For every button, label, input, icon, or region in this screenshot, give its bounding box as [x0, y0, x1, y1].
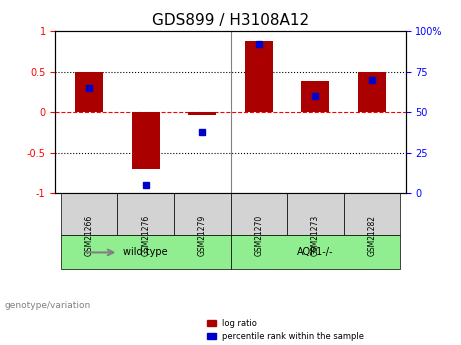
- Text: GSM21273: GSM21273: [311, 215, 320, 256]
- Bar: [301, 81, 330, 112]
- Bar: [245, 41, 273, 112]
- FancyBboxPatch shape: [61, 193, 118, 235]
- Text: GSM21276: GSM21276: [141, 215, 150, 256]
- FancyBboxPatch shape: [230, 193, 287, 235]
- Text: GSM21279: GSM21279: [198, 215, 207, 256]
- Bar: [188, 112, 216, 115]
- Title: GDS899 / H3108A12: GDS899 / H3108A12: [152, 13, 309, 29]
- Text: wild type: wild type: [124, 247, 168, 257]
- FancyBboxPatch shape: [343, 193, 400, 235]
- Text: AQP1-/-: AQP1-/-: [297, 247, 333, 257]
- FancyBboxPatch shape: [230, 235, 400, 269]
- Text: genotype/variation: genotype/variation: [5, 301, 91, 310]
- Text: GSM21270: GSM21270: [254, 215, 263, 256]
- FancyBboxPatch shape: [287, 193, 343, 235]
- Legend: log ratio, percentile rank within the sample: log ratio, percentile rank within the sa…: [204, 315, 368, 344]
- Bar: [358, 72, 386, 112]
- Text: GSM21282: GSM21282: [367, 215, 376, 256]
- FancyBboxPatch shape: [118, 193, 174, 235]
- FancyBboxPatch shape: [174, 193, 230, 235]
- Bar: [131, 112, 160, 169]
- FancyBboxPatch shape: [61, 235, 230, 269]
- Text: GSM21266: GSM21266: [85, 215, 94, 256]
- Bar: [75, 72, 103, 112]
